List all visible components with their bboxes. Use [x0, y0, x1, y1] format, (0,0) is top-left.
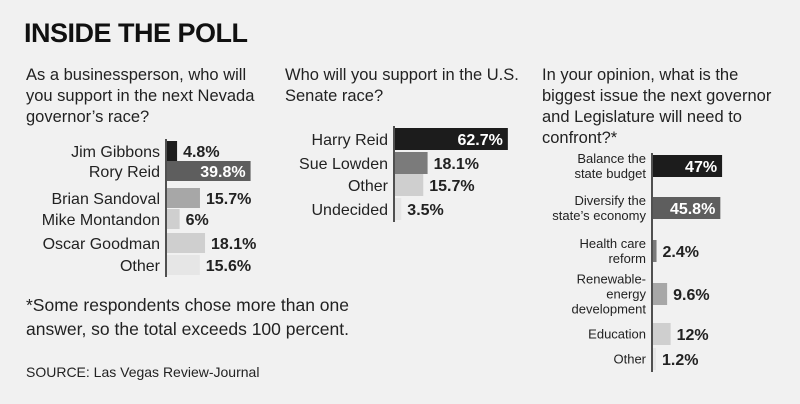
category-label: state’s economy: [552, 208, 646, 223]
category-label: energy: [606, 287, 646, 302]
value-label: 3.5%: [407, 202, 443, 219]
value-label: 45.8%: [670, 201, 715, 218]
bar: [167, 255, 200, 275]
value-label: 62.7%: [457, 132, 502, 149]
bar: [653, 155, 723, 177]
question-text: As a businessperson, who will: [26, 66, 246, 84]
question-text: Senate race?: [285, 87, 383, 105]
category-label: development: [572, 302, 647, 317]
value-label: 2.4%: [663, 244, 699, 261]
category-label: Harry Reid: [312, 132, 388, 149]
category-label: state budget: [574, 166, 646, 181]
bar: [167, 141, 178, 161]
footnote: *Some respondents chose more than one an…: [26, 295, 349, 339]
bar: [167, 209, 180, 229]
question-text: In your opinion, what is the: [542, 66, 738, 84]
category-label: Mike Montandon: [42, 212, 160, 229]
category-label: Jim Gibbons: [71, 144, 160, 161]
value-label: 18.1%: [211, 236, 256, 253]
category-label: Brian Sandoval: [51, 191, 160, 208]
category-label: Other: [348, 178, 389, 195]
bar: [167, 188, 200, 208]
value-label: 15.7%: [429, 178, 474, 195]
question-text: you support in the next Nevada: [26, 87, 255, 105]
category-label: Education: [588, 327, 646, 342]
question-text: governor’s race?: [26, 108, 149, 126]
source-credit: SOURCE: Las Vegas Review-Journal: [26, 364, 260, 380]
category-label: Diversify the: [574, 193, 646, 208]
bar: [395, 198, 402, 220]
page-title: INSIDE THE POLL: [24, 18, 248, 48]
category-label: Renewable-: [577, 272, 646, 287]
bar: [395, 174, 424, 196]
value-label: 18.1%: [434, 156, 479, 173]
value-label: 15.6%: [206, 258, 251, 275]
bar: [395, 152, 428, 174]
question-text: Who will you support in the U.S.: [285, 66, 519, 84]
category-label: Health care: [580, 236, 646, 251]
value-label: 12%: [677, 327, 709, 344]
bar: [395, 128, 508, 150]
category-label: Other: [613, 352, 646, 367]
value-label: 6%: [186, 212, 209, 229]
value-label: 9.6%: [673, 287, 709, 304]
bar: [653, 240, 657, 262]
question-text: and Legislature will need to: [542, 108, 742, 126]
value-label: 1.2%: [662, 352, 698, 369]
value-label: 39.8%: [200, 164, 245, 181]
category-label: reform: [608, 251, 646, 266]
category-label: Other: [120, 258, 161, 275]
value-label: 47%: [685, 159, 717, 176]
category-label: Oscar Goodman: [43, 236, 160, 253]
bar: [167, 233, 206, 253]
bar: [653, 323, 671, 345]
question-text: confront?*: [542, 129, 618, 147]
bar: [653, 348, 656, 370]
category-label: Rory Reid: [89, 164, 160, 181]
bar: [653, 283, 668, 305]
bar: [167, 161, 251, 181]
category-label: Balance the: [577, 151, 646, 166]
value-label: 15.7%: [206, 191, 251, 208]
value-label: 4.8%: [183, 144, 219, 161]
category-label: Undecided: [312, 202, 389, 219]
question-text: biggest issue the next governor: [542, 87, 772, 105]
category-label: Sue Lowden: [299, 156, 388, 173]
bar: [653, 197, 721, 219]
